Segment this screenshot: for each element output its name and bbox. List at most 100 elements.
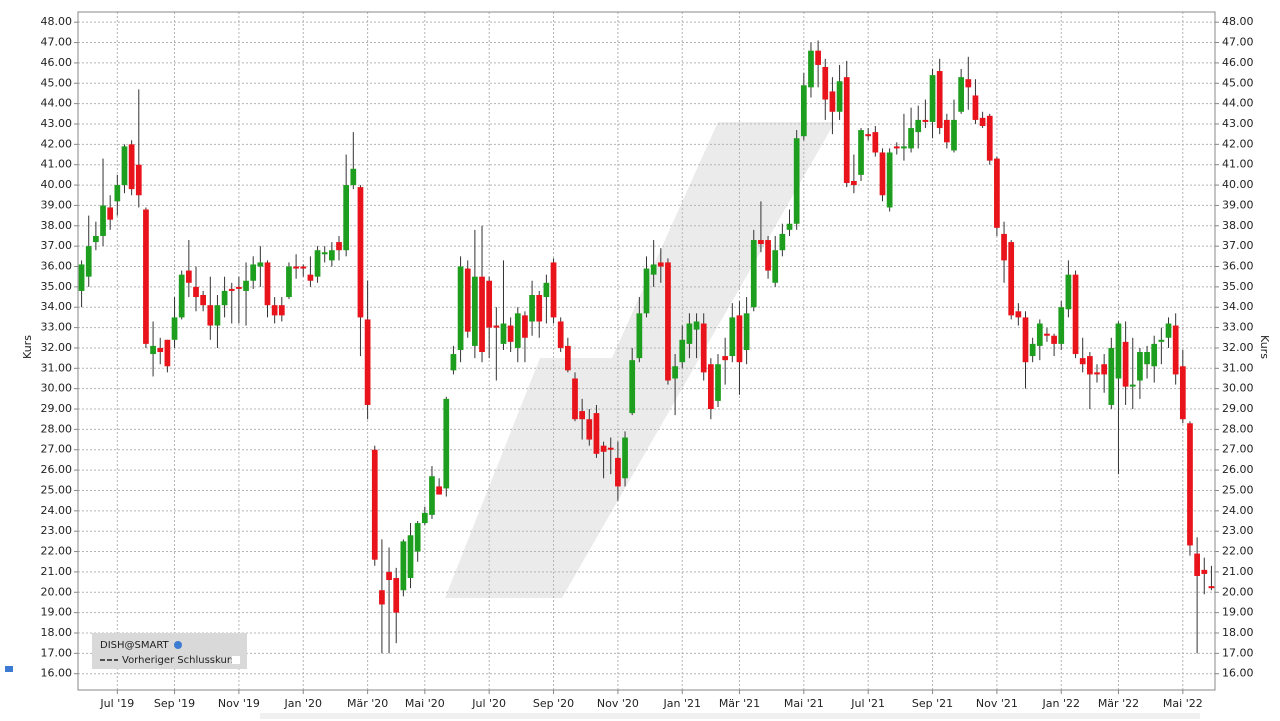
y2-tick-label: 30.00 <box>1222 382 1254 395</box>
y2-tick-label: 47.00 <box>1222 36 1254 49</box>
candle-body <box>1194 553 1200 576</box>
candle-body <box>1015 311 1022 318</box>
candle-body <box>522 315 528 338</box>
candle-body <box>443 398 450 489</box>
y2-tick-label: 25.00 <box>1222 483 1254 496</box>
candle-body <box>943 119 950 143</box>
candle-body <box>607 447 614 450</box>
candle-body <box>1058 307 1065 344</box>
candle-body <box>786 223 793 230</box>
plot-frame <box>77 11 1216 691</box>
candle-body <box>479 276 485 353</box>
candle-body <box>693 321 700 330</box>
candle-body <box>722 356 729 361</box>
y2-tick-label: 42.00 <box>1222 137 1254 150</box>
y-tick-label: 30.00 <box>41 382 73 395</box>
y-tick-label: 33.00 <box>41 321 73 334</box>
candle-body <box>994 158 1000 228</box>
y2-tick-label: 41.00 <box>1222 158 1254 171</box>
candle-body <box>779 233 786 251</box>
y-tick-label: 37.00 <box>41 239 73 252</box>
x-tick-label: Mär '22 <box>1098 697 1139 710</box>
candle-body <box>1187 423 1193 546</box>
candle-body <box>164 339 171 367</box>
candle-body <box>915 119 922 133</box>
x-tick-label: Nov '20 <box>597 697 639 710</box>
candle-body <box>1115 323 1122 379</box>
candle-body <box>1094 372 1100 375</box>
candle-body <box>407 535 414 579</box>
candle-body <box>493 325 500 328</box>
icon[interactable] <box>5 666 13 672</box>
candle-body <box>579 411 586 420</box>
candle-body <box>207 305 214 326</box>
candle-body <box>951 119 957 151</box>
candle-body <box>700 323 707 373</box>
candle-body <box>1044 333 1050 336</box>
candle-body <box>643 268 650 314</box>
x-tick-label: Sep '21 <box>912 697 953 710</box>
x-tick-label: Mai '22 <box>1163 697 1203 710</box>
candle-body <box>879 152 886 196</box>
y-tick-label: 22.00 <box>41 545 73 558</box>
y-tick-label: 17.00 <box>41 646 73 659</box>
candle-body <box>686 323 693 344</box>
candle-body <box>307 274 314 281</box>
candle-body <box>429 476 435 515</box>
y-tick-label: 23.00 <box>41 524 73 537</box>
y2-tick-label: 23.00 <box>1222 524 1254 537</box>
y2-tick-label: 16.00 <box>1222 667 1254 680</box>
y-tick-label: 32.00 <box>41 341 73 354</box>
candle-body <box>135 164 142 196</box>
candle-body <box>386 571 392 581</box>
y-tick-label: 29.00 <box>41 402 73 415</box>
candle-body <box>1051 335 1057 344</box>
x-tick-label: Mär '21 <box>719 697 760 710</box>
candle-body <box>185 270 192 283</box>
y-tick-label: 43.00 <box>41 117 73 130</box>
candle-body <box>800 85 807 137</box>
candle-body <box>171 317 178 340</box>
candle-body <box>93 235 99 243</box>
candle-body <box>793 138 800 224</box>
scrollbar[interactable] <box>260 713 1200 719</box>
y-tick-label: 18.00 <box>41 626 73 639</box>
candle-body <box>750 240 757 308</box>
y2-tick-label: 37.00 <box>1222 239 1254 252</box>
candle-body <box>979 117 986 127</box>
candle-body <box>414 523 421 552</box>
candle-body <box>1065 274 1072 310</box>
candle-body <box>78 264 85 291</box>
candle-body <box>450 354 457 371</box>
candle-body <box>543 282 550 298</box>
candle-body <box>707 364 714 410</box>
candle-body <box>1151 343 1158 367</box>
candle-body <box>1137 352 1143 381</box>
candle-body <box>350 168 357 186</box>
candle-body <box>1122 341 1129 387</box>
candle-body <box>808 50 814 88</box>
y-tick-label: 35.00 <box>41 280 73 293</box>
candle-body <box>214 305 221 326</box>
y2-tick-label: 36.00 <box>1222 260 1254 273</box>
y2-tick-label: 32.00 <box>1222 341 1254 354</box>
y2-tick-label: 27.00 <box>1222 443 1254 456</box>
y2-tick-label: 26.00 <box>1222 463 1254 476</box>
candle-body <box>228 288 235 291</box>
candle-body <box>972 95 979 120</box>
x-tick-label: Jul '19 <box>99 697 134 710</box>
candle-body <box>1072 274 1079 355</box>
candle-body <box>178 274 185 318</box>
y-tick-label: 25.00 <box>41 483 73 496</box>
candle-body <box>1086 356 1093 375</box>
candle-body <box>758 240 764 245</box>
candle-body <box>965 79 972 88</box>
y-tick-label: 48.00 <box>41 15 73 28</box>
y2-tick-label: 39.00 <box>1222 198 1254 211</box>
candle-body <box>743 313 750 350</box>
candle-body <box>1201 569 1208 574</box>
y2-tick-label: 35.00 <box>1222 280 1254 293</box>
y-tick-label: 16.00 <box>41 667 73 680</box>
y-tick-label: 34.00 <box>41 300 73 313</box>
legend-toggle[interactable] <box>232 656 240 664</box>
